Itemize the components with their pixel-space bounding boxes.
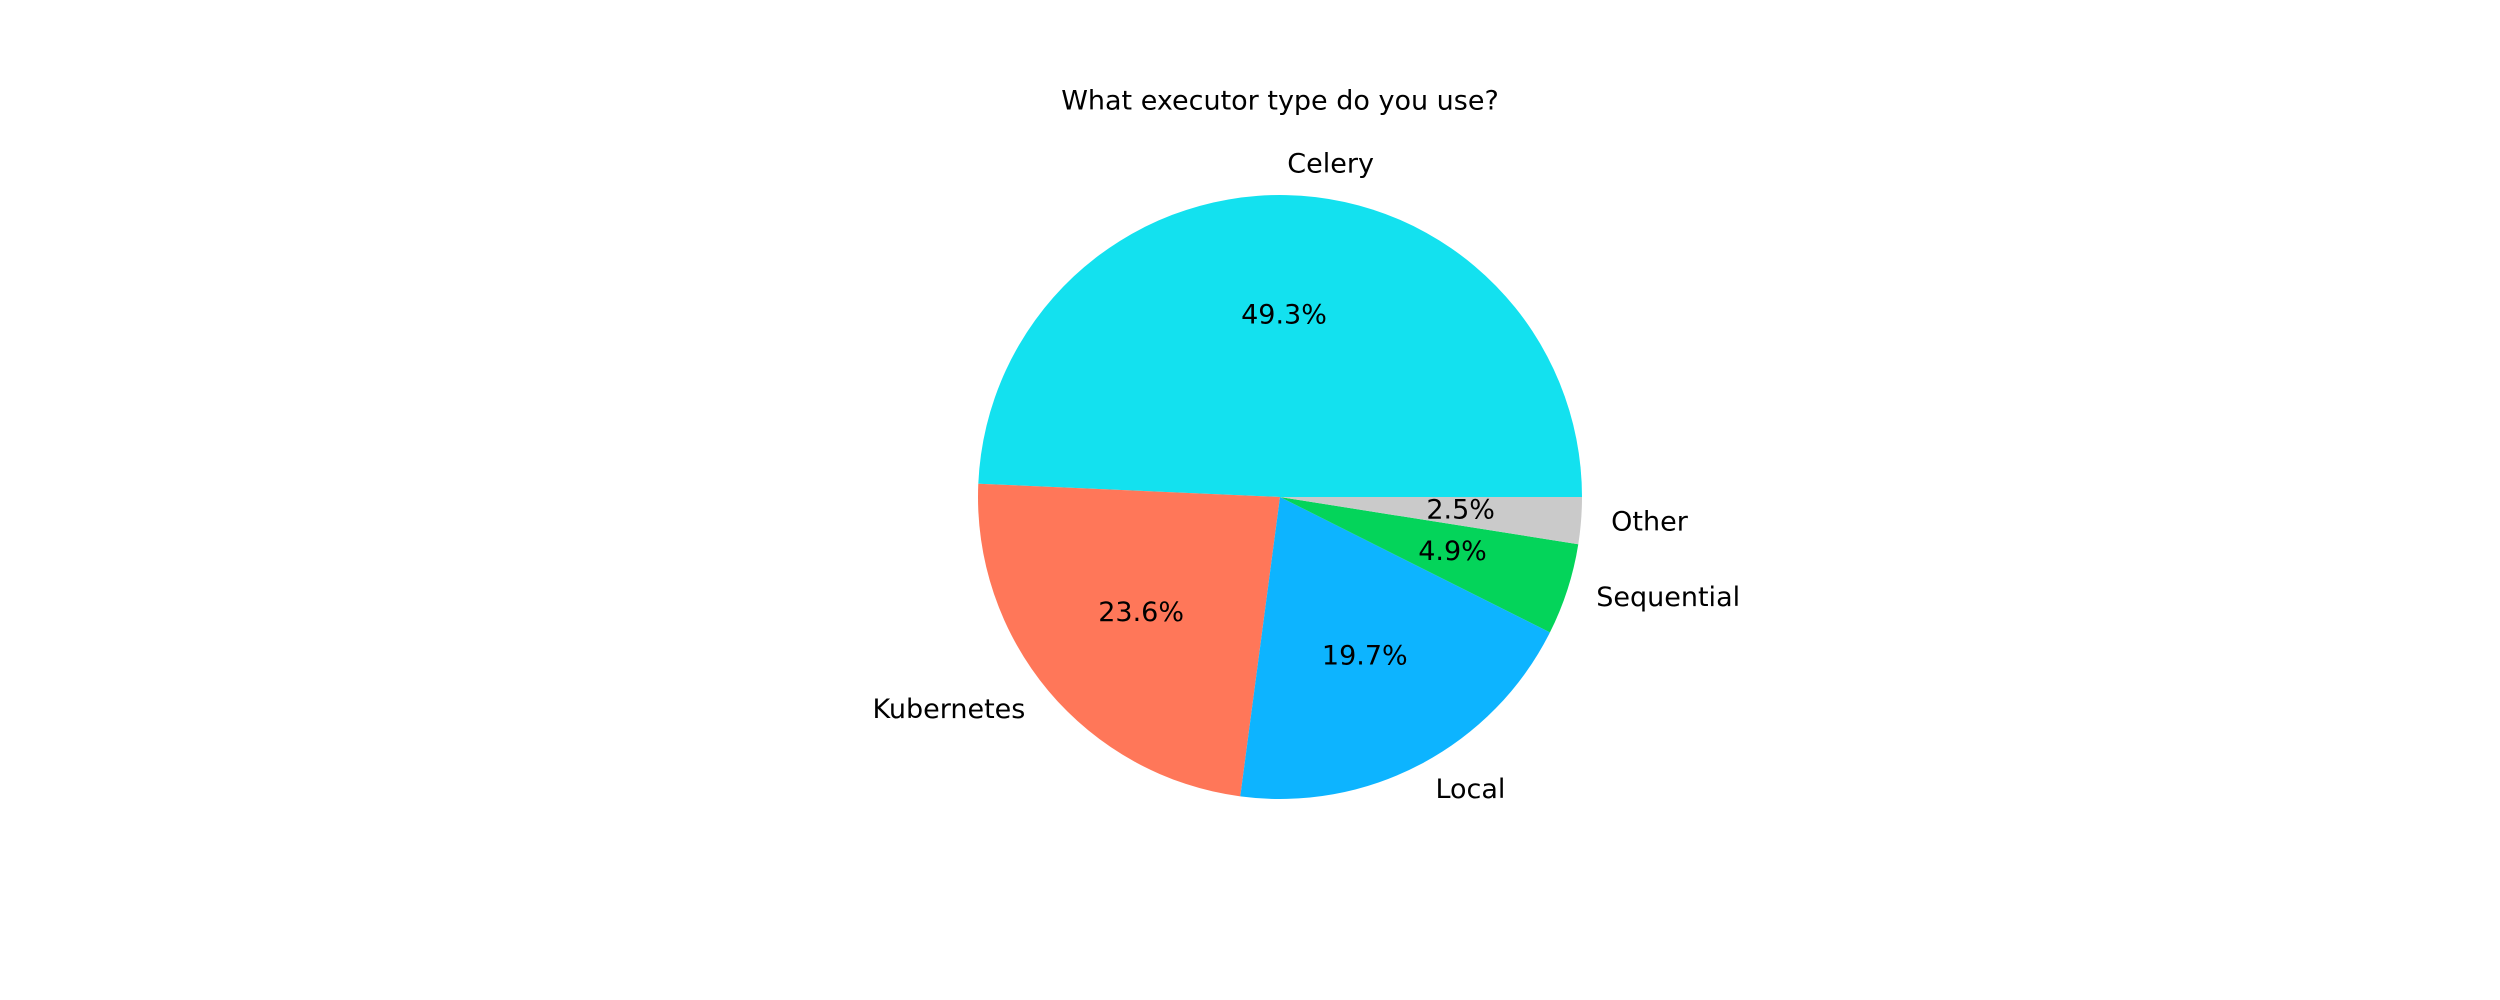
- pie-wedge: [1240, 497, 1550, 799]
- pie-wedge: [978, 195, 1582, 498]
- wedge-label: Sequential: [1596, 582, 1740, 613]
- pie-wedge: [1280, 497, 1579, 633]
- wedge-label: Other: [1611, 507, 1689, 538]
- pie-wedge: [978, 483, 1280, 797]
- wedge-label: Local: [1435, 774, 1505, 805]
- value-label: 2.5%: [1426, 495, 1495, 526]
- value-label: 23.6%: [1098, 597, 1184, 628]
- wedge-label: Kubernetes: [873, 694, 1026, 725]
- wedge-label: Celery: [1287, 148, 1374, 179]
- pie-wedge: [1280, 497, 1582, 545]
- value-label: 19.7%: [1322, 641, 1408, 672]
- value-label: 49.3%: [1241, 299, 1327, 330]
- value-label: 4.9%: [1418, 536, 1487, 567]
- chart-title: What executor type do you use?: [1061, 86, 1499, 117]
